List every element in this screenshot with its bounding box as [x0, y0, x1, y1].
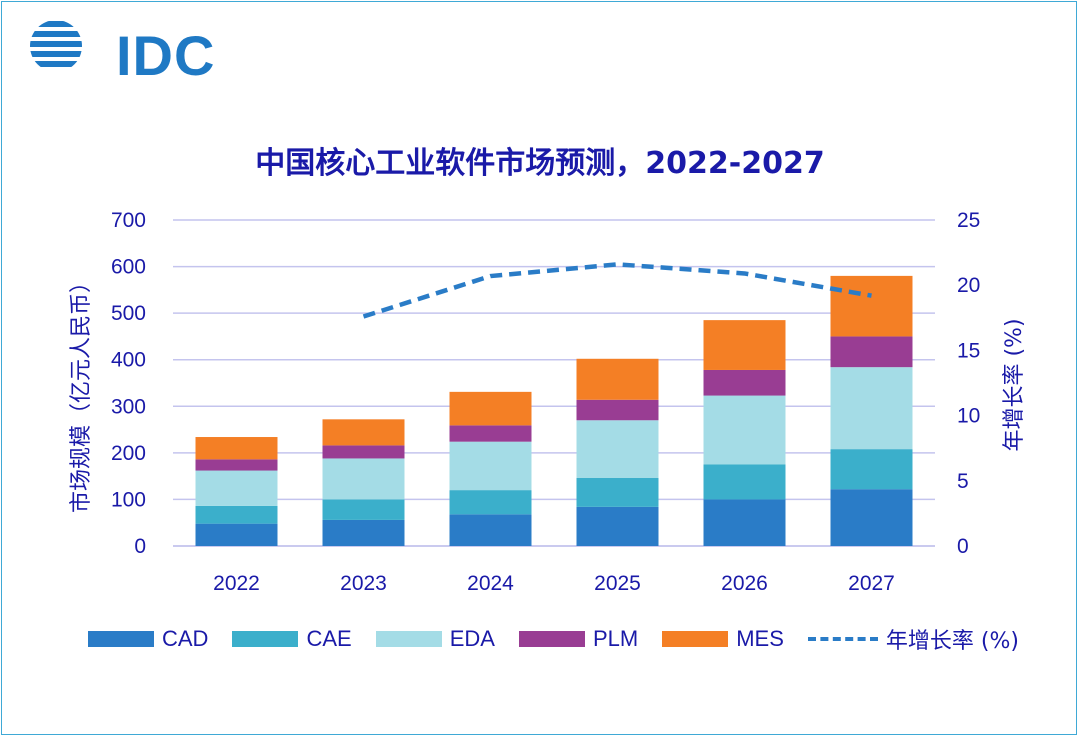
- x-tick-label: 2025: [594, 572, 641, 595]
- y-tick-label: 300: [111, 395, 146, 418]
- bar-cae: [830, 449, 913, 490]
- bar-eda: [195, 470, 278, 506]
- legend-label: CAE: [306, 626, 352, 651]
- chart-title: 中国核心工业软件市场预测，2022-2027: [255, 146, 825, 181]
- bar-eda: [830, 367, 913, 450]
- y-tick-label: 600: [111, 256, 146, 279]
- y2-tick-label: 0: [957, 535, 969, 558]
- y2-tick-label: 15: [957, 339, 980, 362]
- legend-item-cae: CAE: [232, 626, 352, 652]
- x-tick-label: 2027: [848, 572, 895, 595]
- y-tick-label: 200: [111, 442, 146, 465]
- legend-label: EDA: [449, 626, 495, 651]
- legend-swatch: [375, 631, 442, 647]
- legend-item-eda: EDA: [375, 626, 495, 652]
- bar-cad: [576, 506, 659, 546]
- y-axis-title: 市场规模（亿元人民币）: [69, 271, 94, 513]
- legend-label: 年增长率 (%): [885, 629, 1019, 654]
- bar-cad: [322, 519, 405, 546]
- x-tick-label: 2026: [721, 572, 768, 595]
- legend-label: PLM: [592, 626, 639, 651]
- bar-cae: [195, 505, 278, 524]
- legend-swatch: [662, 631, 729, 647]
- chart-legend: CAD CAE EDA PLM MES 年增长率 (%): [88, 624, 1043, 654]
- bar-mes: [830, 275, 913, 337]
- legend-label: CAD: [162, 626, 209, 651]
- bar-plm: [322, 445, 405, 459]
- y2-axis-title: 年增长率 (%): [1002, 318, 1027, 451]
- bar-mes: [576, 358, 659, 400]
- legend-item-plm: PLM: [518, 626, 639, 652]
- bar-cad: [449, 514, 532, 546]
- legend-item-growth-rate: 年增长率 (%): [807, 623, 1019, 655]
- y2-tick-label: 20: [957, 274, 980, 297]
- bar-mes: [449, 391, 532, 426]
- bar-cae: [576, 478, 659, 507]
- bar-eda: [576, 420, 659, 479]
- bar-eda: [322, 458, 405, 500]
- y-tick-label: 0: [134, 535, 146, 558]
- bar-eda: [449, 441, 532, 491]
- bar-eda: [703, 395, 786, 465]
- bar-cae: [449, 490, 532, 515]
- y-tick-label: 700: [111, 209, 146, 232]
- x-tick-label: 2023: [340, 572, 387, 595]
- legend-dash: [807, 637, 878, 641]
- bar-plm: [195, 459, 278, 471]
- legend-swatch: [88, 631, 154, 647]
- idc-logo: IDC: [28, 18, 214, 84]
- bar-mes: [703, 320, 786, 370]
- legend-label: MES: [736, 626, 784, 651]
- logo-text: IDC: [116, 24, 216, 87]
- bar-cad: [703, 499, 786, 546]
- legend-item-mes: MES: [662, 626, 784, 652]
- bar-plm: [449, 425, 532, 442]
- bar-mes: [195, 437, 278, 460]
- bar-plm: [830, 336, 913, 368]
- bar-plm: [703, 369, 786, 396]
- bar-cae: [703, 464, 786, 500]
- x-tick-label: 2024: [467, 572, 514, 595]
- y2-tick-label: 25: [957, 209, 980, 232]
- y2-tick-label: 10: [957, 405, 980, 428]
- bar-cad: [830, 489, 913, 546]
- y-tick-label: 400: [111, 349, 146, 372]
- bar-mes: [322, 419, 405, 446]
- y-tick-label: 100: [111, 488, 146, 511]
- legend-swatch: [232, 631, 299, 647]
- x-tick-label: 2022: [213, 572, 260, 595]
- y2-tick-label: 5: [957, 470, 969, 493]
- bar-plm: [576, 399, 659, 421]
- y-tick-label: 500: [111, 302, 146, 325]
- growth-rate-line: [362, 262, 872, 319]
- bar-cae: [322, 499, 405, 520]
- globe-icon: [30, 21, 82, 67]
- legend-swatch: [518, 631, 585, 647]
- bar-cad: [195, 523, 278, 546]
- legend-item-cad: CAD: [88, 626, 208, 652]
